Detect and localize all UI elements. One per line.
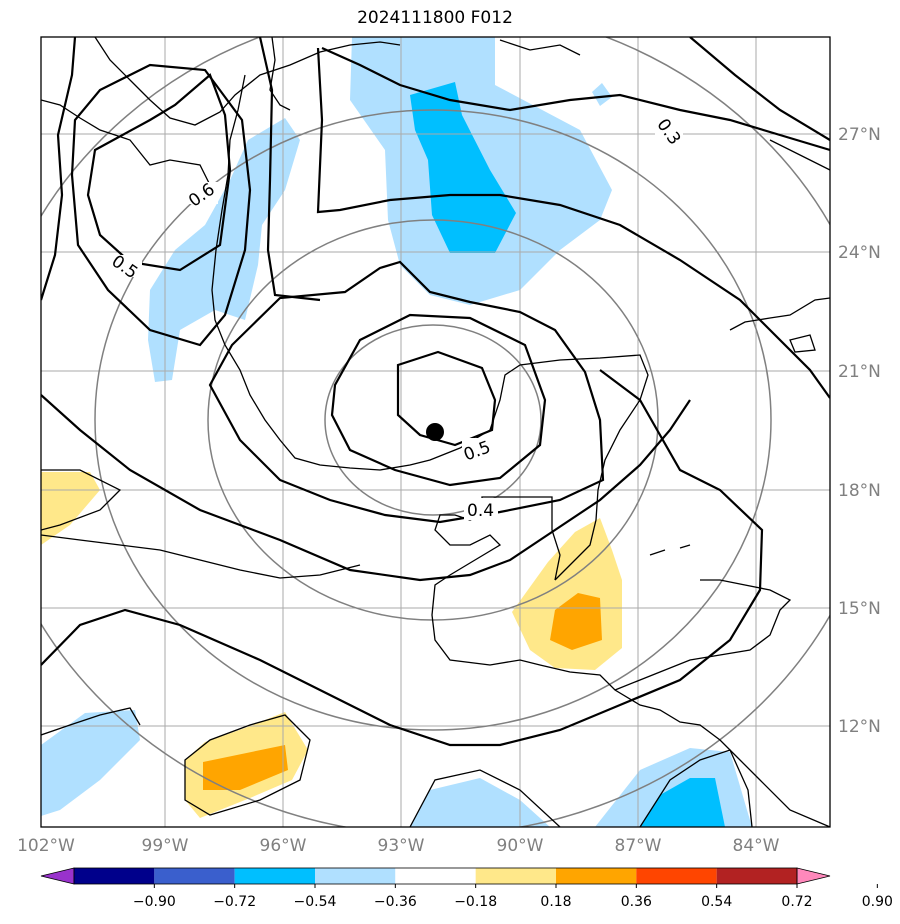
contour-label-bg [110,255,142,277]
colorbar-segment [154,868,235,884]
contour-label-0-4: 0.4 [467,501,494,521]
colorbar-segment [475,868,556,884]
colorbar-segment [716,868,797,884]
colorbar-labels: −0.90 −0.72 −0.54 −0.36 −0.18 0.18 0.36 0.54 0.7… [133,884,893,910]
colorbar-tick-label: 0.90 [862,894,893,910]
storm-center-marker [426,423,444,441]
fill-light-blue-west-coast [148,118,300,382]
lon-tick-label: 102°W [17,836,75,856]
lon-tick-label: 90°W [497,836,544,856]
fill-light-blue-south-center [410,778,550,827]
contour-label-bg [186,182,218,204]
contour-lines [41,37,830,747]
plot-frame [40,36,831,828]
colorbar-tick-label: −0.36 [374,894,417,910]
colorbar-tick-label: 0.18 [540,894,571,910]
colorbar-segment [395,868,476,884]
plot-area: 0.3 0.4 0.5 0.5 0.6 [41,37,830,827]
colorbar-tick-label: 0.72 [781,894,812,910]
lat-lon-grid [41,37,830,827]
fill-orange-central-america [550,593,602,650]
colorbar-tick-label: 0.54 [701,894,732,910]
colorbar-tick-label: −0.90 [133,894,176,910]
fill-light-blue-small [592,83,612,106]
lon-tick-label: 87°W [615,836,662,856]
colorbar-segment [636,868,717,884]
contour-label-bg [655,115,683,139]
colorbar-tick-label: 0.36 [621,894,652,910]
lat-tick-label: 15°N [838,599,881,619]
fill-yellow-west-edge [41,472,100,545]
contour-label-bg [464,498,498,520]
lon-tick-labels: 102°W 99°W 96°W 93°W 90°W 87°W 84°W [17,836,780,856]
colorbar-segment [74,868,155,884]
lat-tick-label: 18°N [838,481,881,501]
lat-tick-label: 21°N [838,362,881,382]
coastlines [41,37,830,827]
colorbar-segment [234,868,315,884]
lat-tick-labels: 27°N 24°N 21°N 18°N 15°N 12°N [838,125,881,737]
colorbar-extend-low [40,867,75,885]
lon-tick-label: 96°W [260,836,307,856]
colorbar-tick-label: −0.18 [454,894,497,910]
fill-light-blue-southwest [41,710,140,816]
lon-tick-label: 99°W [142,836,189,856]
fill-orange-south [203,745,288,790]
filled-regions [41,37,752,827]
lat-tick-label: 24°N [838,243,881,263]
lat-tick-label: 12°N [838,717,881,737]
colorbar-segment [556,868,637,884]
colorbar-tick-label: −0.54 [294,894,337,910]
fill-blue-north [410,82,516,253]
lon-tick-label: 84°W [733,836,780,856]
colorbar-extend-high [796,867,831,885]
colorbar-segment [315,868,396,884]
colorbar-segments [40,867,831,885]
lon-tick-label: 93°W [378,836,425,856]
lat-tick-label: 27°N [838,125,881,145]
colorbar-frame [73,867,798,885]
map-title: 2024111800 F012 [357,8,513,28]
colorbar: −0.90 −0.72 −0.54 −0.36 −0.18 0.18 0.36 0.54 0.7… [40,867,893,910]
colorbar-tick-label: −0.72 [213,894,256,910]
fill-blue-southeast [640,778,725,827]
contour-label-bg [462,438,494,460]
